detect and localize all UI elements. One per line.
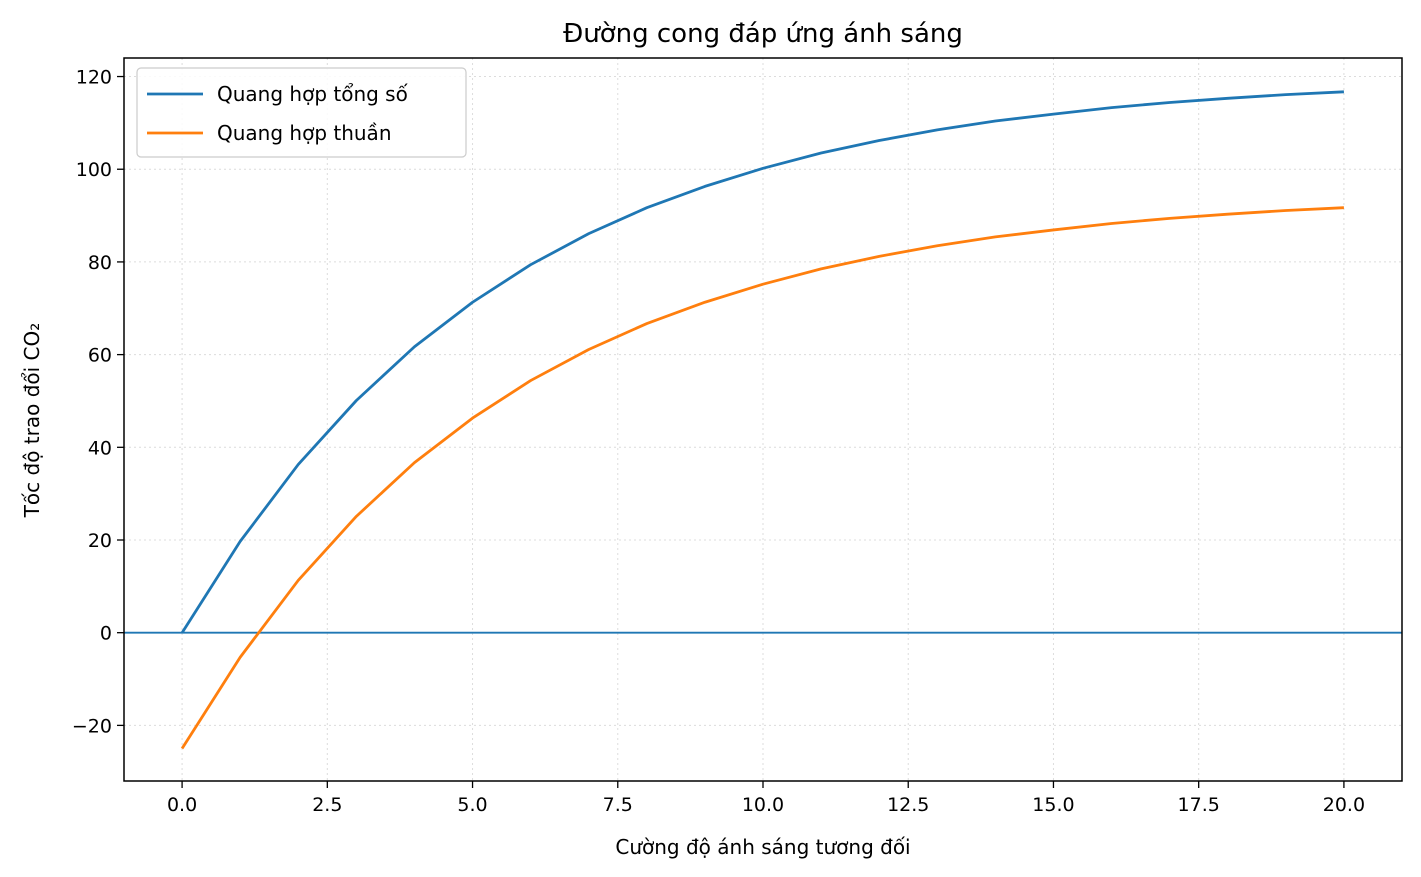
y-tick-label: 120 <box>76 67 112 89</box>
legend: Quang hợp tổng số Quang hợp thuần <box>136 67 467 158</box>
series-line-1 <box>180 90 1344 634</box>
x-tick-label: 5.0 <box>457 794 487 816</box>
x-tick-label: 0.0 <box>167 794 197 816</box>
x-tick-label: 10.0 <box>742 794 784 816</box>
y-tick-label: 0 <box>100 623 112 645</box>
y-tick-label: −20 <box>72 715 112 737</box>
y-tick-label: 20 <box>88 530 112 552</box>
legend-box <box>136 67 467 158</box>
x-tick-label: 15.0 <box>1032 794 1074 816</box>
y-tick-label: 60 <box>88 345 112 367</box>
x-axis-label: Cường độ ánh sáng tương đối <box>615 835 910 859</box>
series-line-2 <box>180 206 1344 750</box>
x-tick-label: 12.5 <box>887 794 929 816</box>
y-tick-label: 40 <box>88 437 112 459</box>
x-tick-label: 20.0 <box>1323 794 1365 816</box>
grid <box>124 58 1402 781</box>
series-group <box>180 90 1344 750</box>
y-tick-label: 100 <box>76 159 112 181</box>
legend-label-1: Quang hợp tổng số <box>217 82 409 106</box>
x-tick-label: 7.5 <box>603 794 633 816</box>
y-axis-ticks: −20 0 20 40 60 80 100 120 <box>72 67 124 737</box>
y-axis-label: Tốc độ trao đổi CO₂ <box>20 323 44 519</box>
x-tick-label: 2.5 <box>312 794 342 816</box>
legend-label-2: Quang hợp thuần <box>217 121 392 145</box>
chart-title: Đường cong đáp ứng ánh sáng <box>563 19 963 49</box>
y-tick-label: 80 <box>88 252 112 274</box>
x-tick-label: 17.5 <box>1178 794 1220 816</box>
x-axis-ticks: 0.0 2.5 5.0 7.5 10.0 12.5 15.0 17.5 20.0 <box>167 781 1365 816</box>
